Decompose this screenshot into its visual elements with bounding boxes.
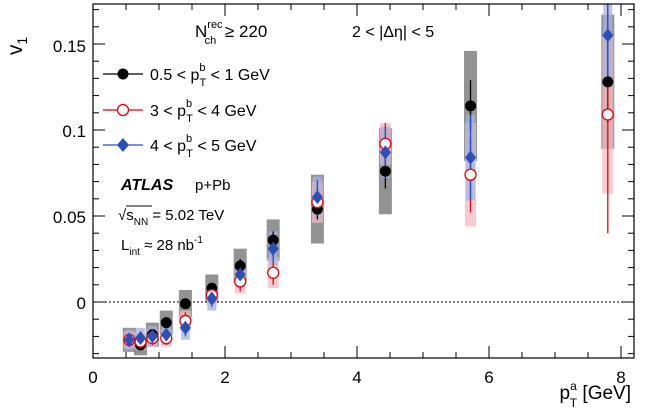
legend-label-0-pre: 0.5 < p (150, 67, 199, 84)
legend-label-1-sup: b (186, 98, 192, 110)
legend-label-1-pre: 3 < p (150, 103, 186, 120)
data-markers (123, 28, 614, 351)
atlas-label: ATLAS (120, 177, 173, 194)
nch-sub: ch (205, 35, 217, 47)
data-point-s1-p11 (601, 108, 614, 121)
legend-entry-1: 3 < pb T < 4 GeV (103, 98, 257, 125)
lumi-sub: int (129, 247, 140, 258)
data-point-s0-p7 (267, 234, 279, 246)
deta-selection-label: 2 < |Δη| < 5 (352, 24, 434, 41)
legend-label-0-sup: b (199, 62, 205, 74)
legend-marker-2 (117, 138, 129, 152)
nch-sup: rec (207, 19, 223, 31)
x-axis-label-sup: a (570, 379, 577, 393)
legend: 0.5 < pb T < 1 GeV 3 < pb T < 4 GeV 4 < pb… (103, 62, 270, 160)
energy-sqrt: √ (118, 207, 127, 224)
lumi-value: ≈ 28 nb (140, 237, 194, 254)
x-axis-label-main: p (560, 383, 571, 404)
legend-label-0-sub: T (200, 77, 207, 89)
data-point-s0-p11 (602, 76, 614, 88)
data-point-s2-p2 (146, 329, 158, 344)
x-tick-label-8: 8 (616, 368, 625, 387)
luminosity-label: Lint ≈ 28 nb-1 (121, 235, 203, 258)
y-tick-label-0.05: 0.05 (53, 208, 86, 227)
x-axis-label-unit: [GeV] (577, 383, 631, 404)
legend-label-1-sub: T (186, 113, 193, 125)
legend-label-2-sup: b (186, 133, 192, 145)
plot-frame (92, 3, 635, 359)
x-tick-label-6: 6 (484, 368, 493, 387)
legend-label-0: 0.5 < pb T < 1 GeV (150, 62, 270, 89)
data-point-s2-p9 (379, 145, 391, 160)
y-tick-label-0: 0 (77, 294, 86, 313)
nch-rel: ≥ 220 (220, 22, 267, 41)
y-tick-label-0.1: 0.1 (62, 122, 86, 141)
data-point-s0-p10 (465, 100, 477, 112)
data-point-s2-p10 (465, 150, 477, 165)
data-point-s0-p3 (160, 317, 172, 329)
data-point-s0-p6 (234, 260, 246, 272)
energy-value: = 5.02 TeV (148, 207, 224, 224)
axis-ticks (92, 4, 634, 358)
legend-label-2-pre: 4 < p (150, 138, 186, 155)
legend-label-0-post: < 1 GeV (206, 67, 270, 84)
legend-label-1: 3 < pb T < 4 GeV (150, 98, 257, 125)
data-point-s2-p4 (179, 320, 191, 335)
legend-label-2-post: < 5 GeV (193, 138, 257, 155)
data-point-s0-p4 (179, 298, 191, 310)
energy-sub: NN (134, 217, 148, 228)
data-point-s2-p1 (135, 331, 147, 346)
data-point-s0-p9 (379, 165, 391, 177)
y-axis-label-sub: 1 (14, 37, 30, 45)
lumi-main: L (121, 237, 129, 254)
energy-s: s (126, 207, 134, 224)
collision-system-label: p+Pb (195, 177, 230, 194)
data-point-s2-p3 (160, 327, 172, 342)
data-point-s2-p6 (234, 267, 246, 282)
data-point-s2-p0 (123, 332, 135, 347)
x-axis-label-sub: T (570, 396, 578, 410)
x-tick-label-0: 0 (88, 368, 97, 387)
energy-label: √sNN = 5.02 TeV (118, 207, 224, 228)
legend-entry-2: 4 < pb T < 5 GeV (103, 133, 257, 160)
data-point-s2-p7 (267, 241, 279, 256)
data-point-s1-p7 (267, 266, 280, 279)
nch-main: N (195, 22, 207, 41)
x-axis-label: pa T [GeV] (560, 379, 631, 410)
x-tick-label-4: 4 (352, 368, 361, 387)
legend-marker-0 (117, 68, 129, 80)
data-point-s2-p11 (602, 28, 614, 43)
lumi-sup: -1 (194, 235, 203, 246)
legend-label-2-sub: T (186, 148, 193, 160)
legend-label-1-post: < 4 GeV (193, 103, 257, 120)
data-point-s1-p10 (464, 168, 477, 181)
legend-label-2: 4 < pb T < 5 GeV (150, 133, 257, 160)
legend-entry-0: 0.5 < pb T < 1 GeV (103, 62, 270, 89)
y-axis-label-main: v (4, 44, 27, 55)
data-point-s2-p5 (206, 291, 218, 306)
nch-selection-label: Nrec ch ≥ 220 (195, 19, 267, 47)
data-point-s2-p8 (311, 190, 323, 205)
y-tick-label-0.15: 0.15 (53, 37, 86, 56)
legend-marker-1 (116, 103, 130, 117)
x-tick-label-2: 2 (220, 368, 229, 387)
y-axis-label: v1 (4, 37, 30, 56)
